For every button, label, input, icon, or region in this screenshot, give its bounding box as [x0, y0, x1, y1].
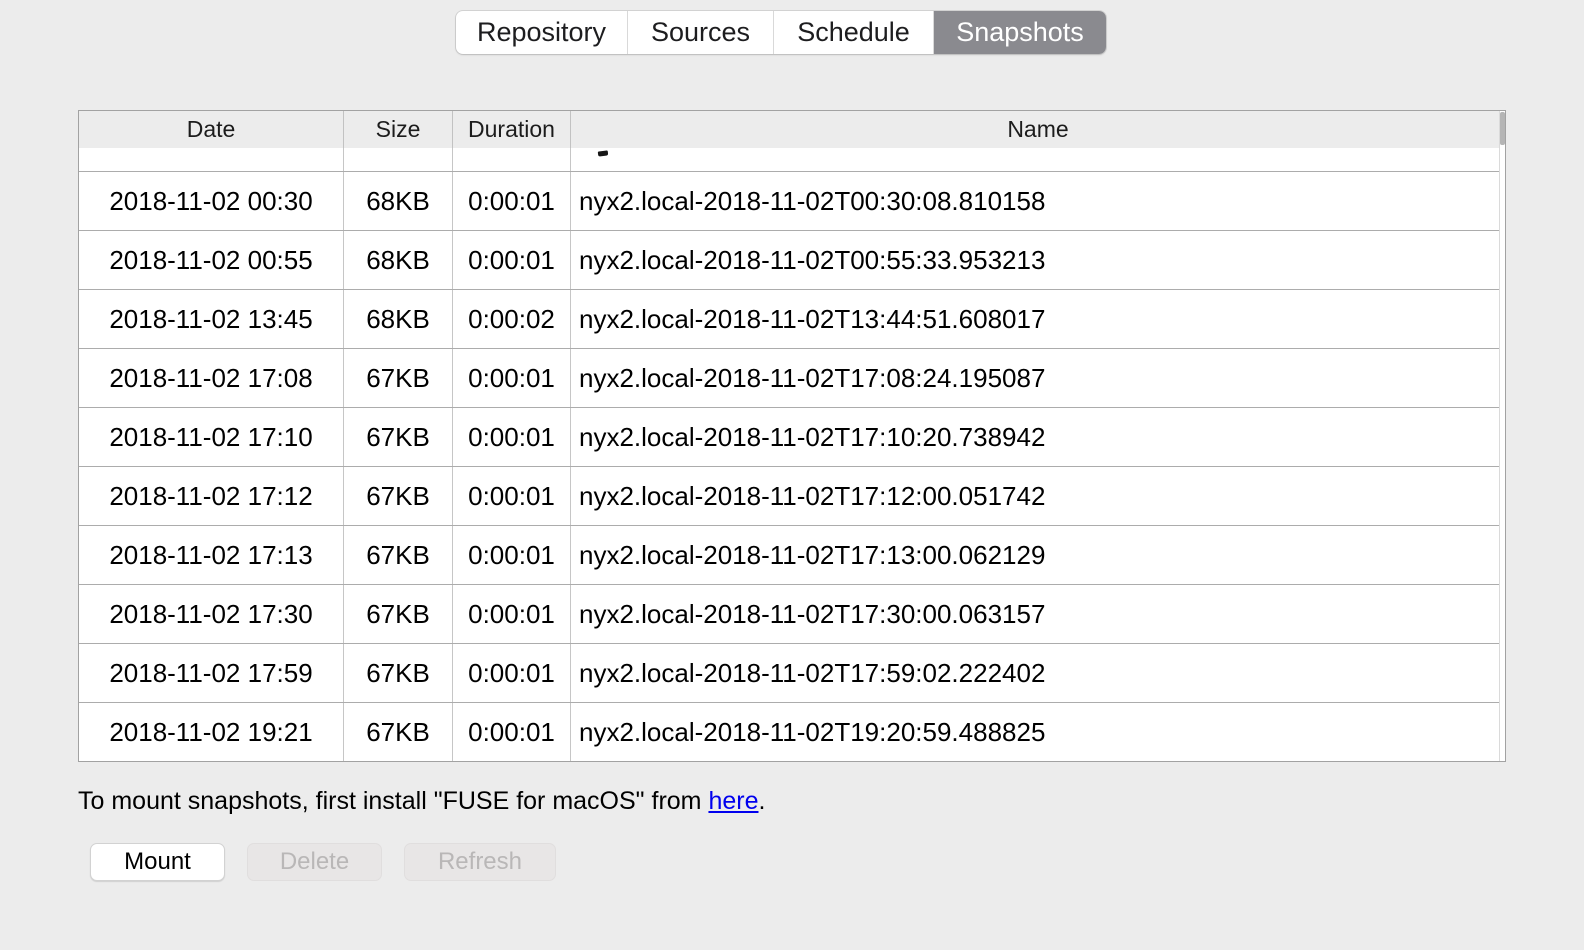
mount-note-suffix: . — [758, 787, 766, 815]
cell-duration: 0:00:01 — [453, 703, 571, 761]
cell-size: 67KB — [344, 644, 453, 702]
mount-note-text: To mount snapshots, first install "FUSE … — [78, 787, 709, 815]
cell-size: 68KB — [344, 290, 453, 348]
cell-name: nyx2.local-2018-11-02T00:30:08.810158 — [579, 185, 1046, 216]
clipped-cell — [79, 148, 344, 171]
cell-size: 67KB — [344, 467, 453, 525]
cell-name: nyx2.local-2018-11-02T17:13:00.062129 — [579, 539, 1046, 570]
table-row[interactable]: 2018-11-02 17:30 67KB 0:00:01 nyx2.local-20… — [79, 584, 1505, 643]
clipped-row-remnant — [79, 148, 1505, 171]
scrollbar-thumb[interactable] — [1500, 112, 1505, 145]
mount-button[interactable]: Mount — [90, 843, 225, 881]
here-link[interactable]: here — [708, 787, 759, 815]
table-body: 2018-11-02 00:30 68KB 0:00:01 nyx2.local-20… — [79, 171, 1505, 761]
clipped-cell — [344, 148, 453, 171]
table-header: Date Size Duration Name — [79, 111, 1505, 148]
cell-date: 2018-11-02 17:13 — [79, 526, 344, 584]
cell-duration: 0:00:01 — [453, 408, 571, 466]
tab-bar: Repository Sources Schedule Snapshots — [456, 11, 1106, 54]
delete-button: Delete — [247, 843, 382, 881]
cell-date: 2018-11-02 17:10 — [79, 408, 344, 466]
cell-name: nyx2.local-2018-11-02T17:10:20.738942 — [579, 421, 1046, 452]
cell-date: 2018-11-02 17:08 — [79, 349, 344, 407]
table-row[interactable]: 2018-11-02 17:13 67KB 0:00:01 nyx2.local-20… — [79, 525, 1505, 584]
cell-duration: 0:00:01 — [453, 231, 571, 289]
clipped-cell — [453, 148, 571, 171]
cell-date: 2018-11-02 19:21 — [79, 703, 344, 761]
column-header-size[interactable]: Size — [344, 111, 453, 148]
cell-size: 68KB — [344, 172, 453, 230]
cell-name: nyx2.local-2018-11-02T17:08:24.195087 — [579, 362, 1046, 393]
mount-note: To mount snapshots, first install "FUSE … — [78, 786, 765, 817]
cell-name: nyx2.local-2018-11-02T17:12:00.051742 — [579, 480, 1046, 511]
table-row[interactable]: 2018-11-02 00:30 68KB 0:00:01 nyx2.local-20… — [79, 171, 1505, 230]
cell-duration: 0:00:02 — [453, 290, 571, 348]
scrollbar-track[interactable] — [1499, 111, 1505, 761]
cell-duration: 0:00:01 — [453, 644, 571, 702]
cell-date: 2018-11-02 17:30 — [79, 585, 344, 643]
snapshots-table: Date Size Duration Name 2018-11-02 00:30 68K… — [78, 110, 1506, 762]
cell-size: 68KB — [344, 231, 453, 289]
table-row[interactable]: 2018-11-02 00:55 68KB 0:00:01 nyx2.local-20… — [79, 230, 1505, 289]
refresh-button: Refresh — [404, 843, 556, 881]
tab-schedule[interactable]: Schedule — [774, 11, 934, 54]
cell-duration: 0:00:01 — [453, 526, 571, 584]
cell-date: 2018-11-02 17:59 — [79, 644, 344, 702]
column-header-name[interactable]: Name — [1007, 116, 1069, 142]
cell-size: 67KB — [344, 349, 453, 407]
table-row[interactable]: 2018-11-02 17:10 67KB 0:00:01 nyx2.local-20… — [79, 407, 1505, 466]
clipped-cell — [571, 148, 1505, 171]
cell-date: 2018-11-02 00:30 — [79, 172, 344, 230]
cell-duration: 0:00:01 — [453, 585, 571, 643]
cell-size: 67KB — [344, 526, 453, 584]
cell-date: 2018-11-02 17:12 — [79, 467, 344, 525]
table-row[interactable]: 2018-11-02 19:21 67KB 0:00:01 nyx2.local-20… — [79, 702, 1505, 761]
cell-name: nyx2.local-2018-11-02T17:59:02.222402 — [579, 657, 1046, 688]
cell-duration: 0:00:01 — [453, 172, 571, 230]
tab-snapshots[interactable]: Snapshots — [934, 11, 1106, 54]
table-row[interactable]: 2018-11-02 17:12 67KB 0:00:01 nyx2.local-20… — [79, 466, 1505, 525]
action-buttons: Mount Delete Refresh — [90, 843, 556, 881]
cell-size: 67KB — [344, 585, 453, 643]
cell-name: nyx2.local-2018-11-02T13:44:51.608017 — [579, 303, 1046, 334]
column-header-date[interactable]: Date — [79, 111, 344, 148]
cell-duration: 0:00:01 — [453, 467, 571, 525]
cell-duration: 0:00:01 — [453, 349, 571, 407]
cell-name: nyx2.local-2018-11-02T00:55:33.953213 — [579, 244, 1046, 275]
cell-size: 67KB — [344, 703, 453, 761]
table-row[interactable]: 2018-11-02 13:45 68KB 0:00:02 nyx2.local-20… — [79, 289, 1505, 348]
cell-size: 67KB — [344, 408, 453, 466]
cell-name: nyx2.local-2018-11-02T17:30:00.063157 — [579, 598, 1046, 629]
column-header-duration[interactable]: Duration — [453, 111, 571, 148]
cell-name: nyx2.local-2018-11-02T19:20:59.488825 — [579, 716, 1046, 747]
cell-date: 2018-11-02 00:55 — [79, 231, 344, 289]
tab-sources[interactable]: Sources — [628, 11, 774, 54]
table-row[interactable]: 2018-11-02 17:08 67KB 0:00:01 nyx2.local-20… — [79, 348, 1505, 407]
tab-repository[interactable]: Repository — [456, 11, 628, 54]
cell-date: 2018-11-02 13:45 — [79, 290, 344, 348]
table-row[interactable]: 2018-11-02 17:59 67KB 0:00:01 nyx2.local-20… — [79, 643, 1505, 702]
